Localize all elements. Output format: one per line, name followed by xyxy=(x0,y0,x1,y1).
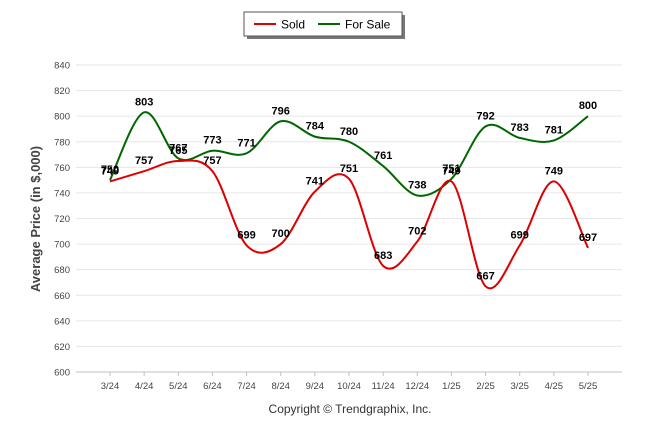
data-label-sold: 751 xyxy=(340,163,358,175)
y-tick-label: 840 xyxy=(54,61,70,72)
x-tick-label: 5/25 xyxy=(579,381,598,392)
data-label-sold: 699 xyxy=(237,229,255,241)
axes: 600 620 640 660 680 700 720 740 760 780 800 820 840 3… xyxy=(54,61,622,392)
data-label-for-sale: 771 xyxy=(237,137,255,149)
data-label-for-sale: 773 xyxy=(203,135,221,147)
y-tick-label: 720 xyxy=(54,214,70,225)
data-label-sold: 741 xyxy=(306,176,324,188)
data-label-for-sale: 800 xyxy=(579,100,597,112)
y-tick-label: 820 xyxy=(54,86,70,97)
y-tick-label: 640 xyxy=(54,316,70,327)
x-tick-label: 6/24 xyxy=(203,381,222,392)
x-tick-label: 5/24 xyxy=(169,381,188,392)
series-lines xyxy=(109,111,589,290)
x-tick-label: 3/24 xyxy=(101,381,120,392)
data-label-sold: 749 xyxy=(442,165,460,177)
x-tick-label: 11/24 xyxy=(372,381,395,392)
y-axis-title: Average Price (in $,000) xyxy=(28,146,43,292)
data-label-for-sale: 767 xyxy=(169,142,187,154)
data-label-for-sale: 803 xyxy=(135,96,153,108)
x-tick-label: 1/25 xyxy=(442,381,461,392)
grid xyxy=(76,64,622,373)
data-label-sold: 749 xyxy=(545,165,563,177)
data-label-for-sale: 761 xyxy=(374,150,392,162)
legend-label-for-sale: For Sale xyxy=(345,18,391,32)
data-label-for-sale: 751 xyxy=(442,163,460,175)
data-label-for-sale: 792 xyxy=(476,110,494,122)
data-label-sold: 702 xyxy=(408,226,426,238)
data-label-for-sale: 738 xyxy=(408,179,426,191)
x-tick-label: 3/25 xyxy=(510,381,529,392)
x-tick-label: 4/24 xyxy=(135,381,154,392)
data-label-sold: 683 xyxy=(374,250,392,262)
y-tick-label: 700 xyxy=(54,240,70,251)
data-label-for-sale: 780 xyxy=(340,126,358,138)
y-tick-label: 800 xyxy=(54,112,70,123)
data-label-sold: 699 xyxy=(511,229,529,241)
x-tick-label: 12/24 xyxy=(405,381,429,392)
y-tick-label: 760 xyxy=(54,163,70,174)
y-tick-label: 740 xyxy=(54,188,70,199)
data-label-for-sale: 783 xyxy=(511,122,529,134)
series-line-sold xyxy=(109,159,589,290)
x-tick-label: 4/25 xyxy=(545,381,564,392)
data-label-for-sale: 784 xyxy=(306,121,325,133)
x-tick-label: 8/24 xyxy=(271,381,290,392)
data-label-sold: 765 xyxy=(169,145,187,157)
data-labels: 750 803 767 773 771 796 784 780 761 738 751 792 783 7… xyxy=(101,96,597,282)
data-label-sold: 697 xyxy=(579,232,597,244)
y-tick-label: 620 xyxy=(54,342,70,353)
data-label-sold: 757 xyxy=(135,155,153,167)
data-label-for-sale: 796 xyxy=(272,105,290,117)
data-label-sold: 667 xyxy=(476,270,494,282)
legend: Sold For Sale xyxy=(243,11,405,39)
data-label-sold: 700 xyxy=(272,228,290,240)
data-label-for-sale: 781 xyxy=(545,124,563,136)
data-label-sold: 749 xyxy=(101,165,119,177)
x-tick-label: 9/24 xyxy=(306,381,325,392)
y-tick-label: 680 xyxy=(54,265,70,276)
data-label-for-sale: 750 xyxy=(101,164,119,176)
y-tick-label: 660 xyxy=(54,291,70,302)
copyright-text: Copyright © Trendgraphix, Inc. xyxy=(269,402,432,416)
series-line-for-sale xyxy=(109,111,589,197)
legend-label-sold: Sold xyxy=(281,18,305,32)
x-tick-label: 2/25 xyxy=(476,381,495,392)
x-tick-label: 10/24 xyxy=(337,381,361,392)
y-tick-label: 780 xyxy=(54,137,70,148)
y-tick-label: 600 xyxy=(54,368,70,379)
x-tick-label: 7/24 xyxy=(237,381,256,392)
data-label-sold: 757 xyxy=(203,155,221,167)
